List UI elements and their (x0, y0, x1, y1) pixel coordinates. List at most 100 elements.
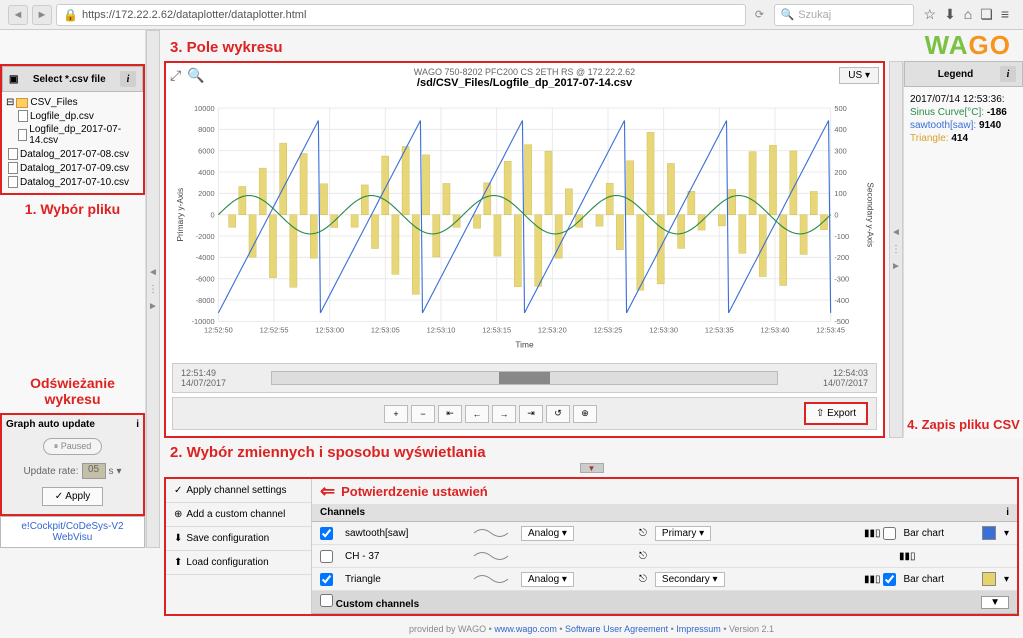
legend-body: 2017/07/14 12:53:36: Sinus Curve[°C]: -1… (904, 87, 1023, 151)
save-config-button[interactable]: ⬇Save configuration (166, 527, 311, 551)
file-row[interactable]: Datalog_2017-07-10.csv (6, 175, 139, 189)
color-swatch[interactable] (982, 526, 996, 540)
custom-channels-checkbox[interactable] (320, 594, 333, 607)
svg-text:6000: 6000 (198, 147, 214, 156)
webvisu-link-text[interactable]: e!Cockpit/CoDeSys-V2 WebVisu (21, 521, 123, 543)
search-placeholder: Szukaj (798, 9, 831, 21)
svg-text:-100: -100 (834, 232, 849, 241)
load-config-button[interactable]: ⬆Load configuration (166, 551, 311, 575)
svg-text:12:52:50: 12:52:50 (204, 326, 233, 335)
user-icon[interactable]: ⬇ (944, 6, 956, 23)
svg-text:100: 100 (834, 189, 846, 198)
nav-prev-button[interactable]: − (411, 405, 435, 423)
link-icon[interactable]: ⎋ (639, 528, 647, 539)
svg-text:12:53:25: 12:53:25 (594, 326, 623, 335)
file-tree: ⊟CSV_Files Logfile_dp.csv Logfile_dp_201… (2, 92, 143, 193)
legend-item: Triangle: 414 (910, 132, 1017, 145)
file-row[interactable]: Datalog_2017-07-08.csv (6, 147, 139, 161)
stepper-icon[interactable]: ▾ (117, 466, 122, 477)
refresh-icon[interactable]: ⟳ (750, 5, 770, 25)
nav-first-button[interactable]: + (384, 405, 408, 423)
info-icon[interactable]: i (1000, 66, 1016, 82)
link-icon[interactable]: ⎋ (639, 551, 647, 562)
info-icon[interactable]: i (136, 419, 139, 430)
file-row[interactable]: Datalog_2017-07-09.csv (6, 161, 139, 175)
nav-thumb[interactable] (499, 372, 550, 384)
chart-area: ⤢ 🔍 US ▾ WAGO 750-8202 PFC200 CS 2ETH RS… (164, 61, 885, 438)
nav-back-button[interactable]: ← (465, 405, 489, 423)
channel-checkbox[interactable] (320, 573, 333, 586)
channels-area: ✓Apply channel settings ⊕Add a custom ch… (164, 477, 1019, 616)
color-swatch[interactable] (982, 572, 996, 586)
nav-step-fwd-button[interactable]: ⇥ (519, 405, 543, 423)
nav-back-button[interactable]: ◄ (8, 5, 28, 25)
file-row[interactable]: Logfile_dp.csv (6, 109, 139, 123)
bar-checkbox[interactable] (883, 527, 896, 540)
chevron-down-icon[interactable]: ▾ (1004, 574, 1009, 585)
folder-row[interactable]: ⊟CSV_Files (6, 96, 139, 109)
legend-label: Sinus Curve[°C]: (910, 107, 984, 118)
nav-buttons: + − ⇤ ← → ⇥ ↺ ⊕ ⇧ Export (172, 397, 877, 430)
rate-unit: s (109, 466, 114, 477)
browser-toolbar: ☆ ⬇ ⌂ ❏ ≡ (918, 6, 1016, 23)
bar-icon: ▮▮▯ (899, 551, 916, 562)
pause-button[interactable]: ⏸ Paused (43, 438, 103, 455)
nav-end-button[interactable]: ⊕ (573, 405, 597, 423)
webvisu-link[interactable]: e!Cockpit/CoDeSys-V2 WebVisu (0, 516, 145, 548)
right-splitter[interactable]: ◄⋮► (889, 61, 903, 438)
menu-icon[interactable]: ≡ (1001, 6, 1009, 23)
channels-collapse-handle[interactable]: ▼ (580, 463, 604, 473)
channel-checkbox[interactable] (320, 527, 333, 540)
nav-fwd-button[interactable]: → (492, 405, 516, 423)
file-icon (8, 176, 18, 188)
type-select[interactable]: Analog ▾ (521, 526, 574, 541)
footer-link-wago[interactable]: www.wago.com (494, 624, 557, 634)
nav-step-back-button[interactable]: ⇤ (438, 405, 462, 423)
rate-value[interactable]: 05 (82, 463, 106, 479)
apply-channel-button[interactable]: ✓Apply channel settings (166, 479, 311, 503)
hist-icon[interactable]: ❏ (980, 6, 993, 23)
collapse-icon[interactable]: ▣ (9, 74, 18, 85)
browser-search[interactable]: 🔍 Szukaj (774, 4, 914, 26)
nav-track[interactable] (271, 371, 778, 385)
type-select[interactable]: Analog ▾ (521, 572, 574, 587)
minus-icon: ⊟ (6, 97, 14, 108)
wave-icon (473, 525, 513, 541)
chevron-down-icon[interactable]: ▾ (1004, 528, 1009, 539)
bar-checkbox[interactable] (883, 573, 896, 586)
channels-title: Channels (320, 507, 365, 518)
svg-text:12:53:00: 12:53:00 (315, 326, 344, 335)
axis-select[interactable]: Primary ▾ (655, 526, 711, 541)
home-icon[interactable]: ⌂ (964, 6, 972, 23)
info-icon[interactable]: i (1006, 507, 1009, 518)
bar-label: Bar chart (903, 574, 944, 585)
footer-text: • Version 2.1 (723, 624, 774, 634)
star-icon[interactable]: ☆ (924, 6, 937, 23)
svg-text:2000: 2000 (198, 189, 214, 198)
apply-button[interactable]: ✓ Apply (42, 487, 104, 506)
svg-text:12:53:30: 12:53:30 (649, 326, 678, 335)
export-button[interactable]: ⇧ Export (804, 402, 868, 425)
chevron-down-icon[interactable]: ▼ (981, 596, 1009, 609)
url-bar[interactable]: 🔒 https://172.22.2.62/dataplotter/datapl… (56, 4, 746, 26)
channel-checkbox[interactable] (320, 550, 333, 563)
link-icon[interactable]: ⎋ (639, 574, 647, 585)
footer-link-impressum[interactable]: Impressum (676, 624, 721, 634)
nav-last-button[interactable]: ↺ (546, 405, 570, 423)
left-splitter[interactable]: ◄⋮► (146, 30, 160, 548)
btn-label: Save configuration (186, 533, 269, 544)
channel-name: CH - 37 (345, 551, 465, 562)
footer-link-agreement[interactable]: Software User Agreement (565, 624, 668, 634)
axis-select[interactable]: Secondary ▾ (655, 572, 725, 587)
svg-text:12:52:55: 12:52:55 (260, 326, 289, 335)
add-channel-button[interactable]: ⊕Add a custom channel (166, 503, 311, 527)
annot-file-select: 1. Wybór pliku (0, 195, 145, 223)
nav-fwd-button[interactable]: ► (32, 5, 52, 25)
svg-text:Secondary y-Axis: Secondary y-Axis (866, 182, 876, 247)
file-row[interactable]: Logfile_dp_2017-07-14.csv (6, 123, 139, 147)
legend-item: Sinus Curve[°C]: -186 (910, 106, 1017, 119)
svg-text:12:53:45: 12:53:45 (816, 326, 845, 335)
chart-subtitle: WAGO 750-8202 PFC200 CS 2ETH RS @ 172.22… (172, 67, 877, 77)
info-icon[interactable]: i (120, 71, 136, 87)
auto-update-panel: Graph auto update i ⏸ Paused Update rate… (0, 413, 145, 516)
